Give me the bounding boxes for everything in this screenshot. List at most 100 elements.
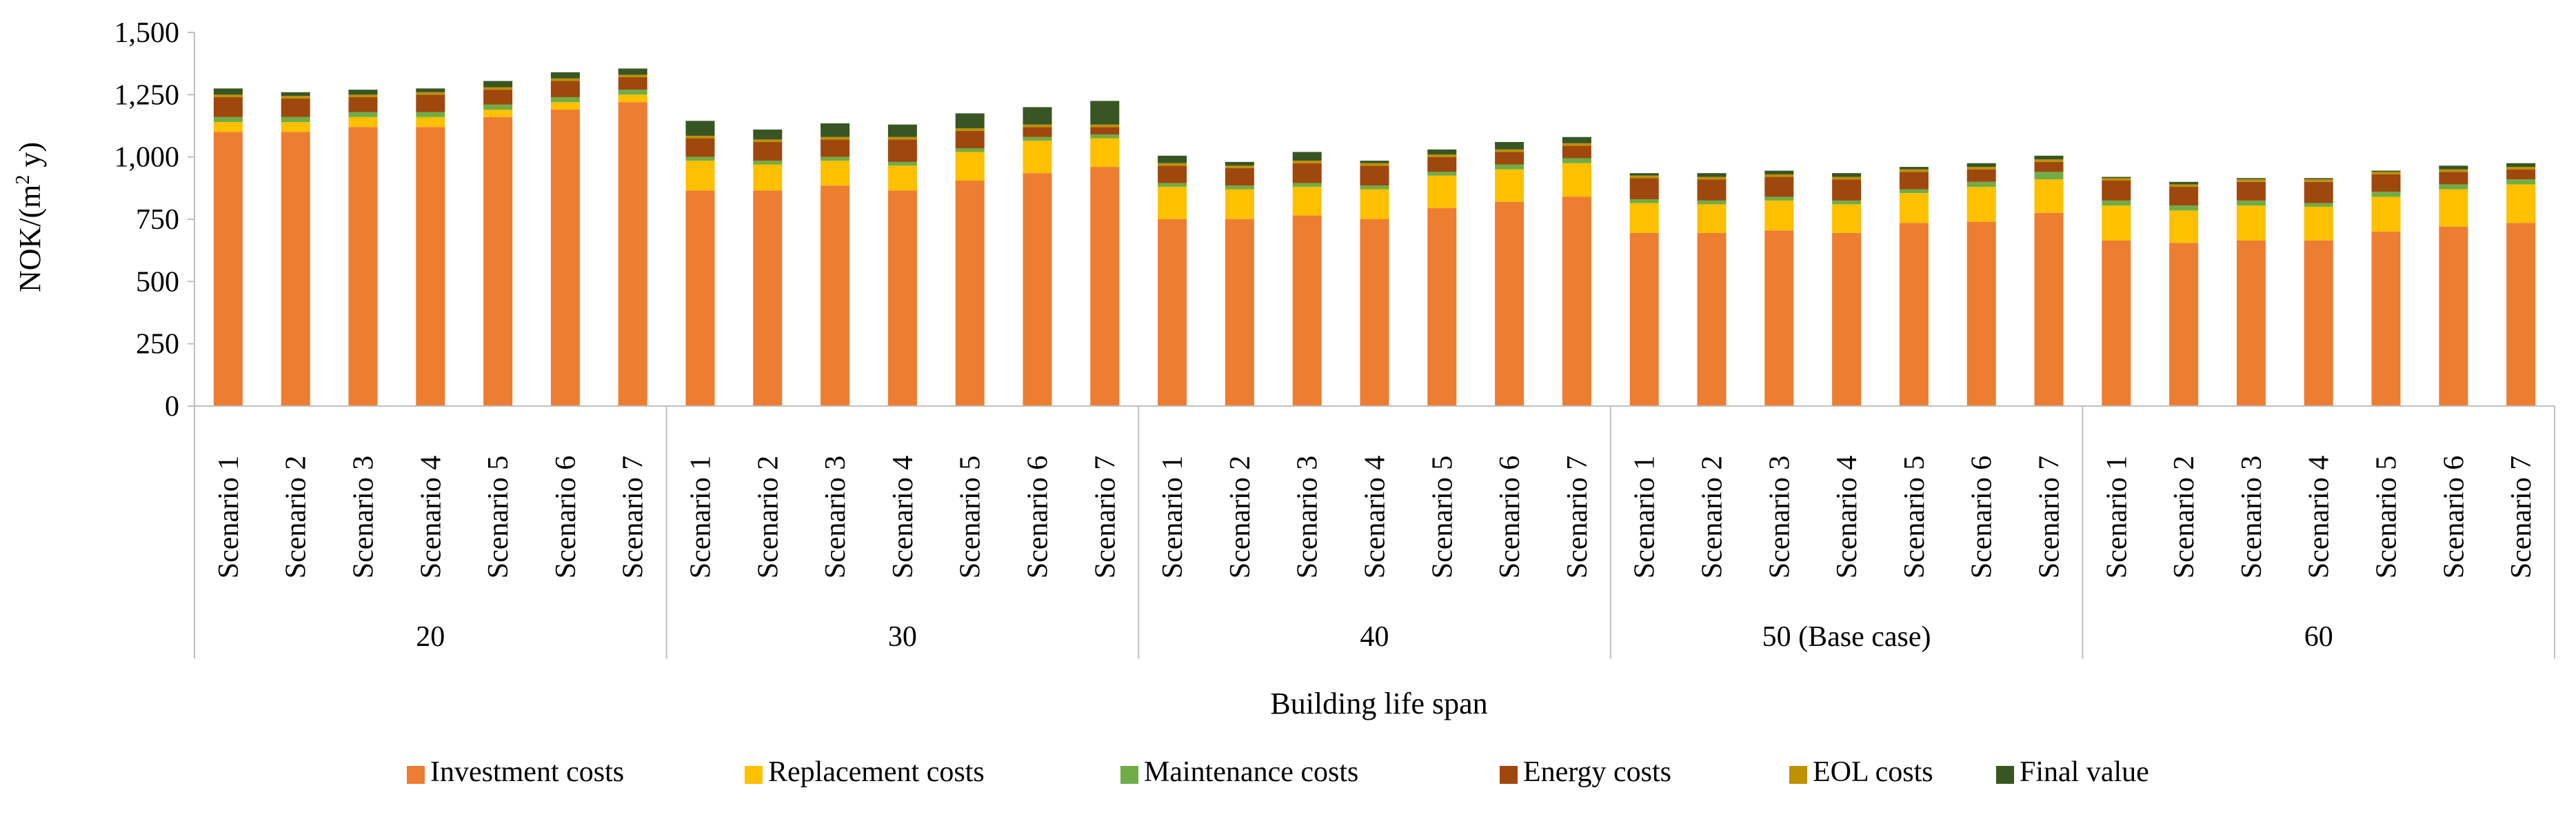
bar-segment-1-4 [416, 127, 445, 406]
x-category-label: Scenario 1 [213, 456, 245, 578]
bar-segment-5-21 [1562, 143, 1591, 146]
bar-segment-3-24 [1764, 196, 1794, 201]
y-tick-label: 500 [136, 266, 179, 298]
bar-segment-1-18 [1360, 219, 1389, 406]
bar-segment-4-16 [1225, 168, 1254, 186]
bar-segment-4-10 [821, 139, 850, 157]
bar-segment-1-2 [281, 132, 310, 406]
bar-segment-4-30 [2169, 187, 2199, 206]
bar-segment-6-24 [1764, 170, 1794, 174]
bar-segment-4-1 [213, 97, 243, 117]
bar-segment-5-22 [1629, 175, 1659, 179]
bar-segment-5-35 [2506, 167, 2536, 170]
bar-segment-2-15 [1158, 187, 1187, 219]
bar-segment-6-19 [1427, 149, 1457, 155]
x-category-label: Scenario 3 [348, 456, 380, 578]
bar-segment-4-3 [348, 97, 378, 112]
bar-segment-4-5 [483, 90, 513, 105]
legend-label: Investment costs [430, 756, 624, 788]
bar-segment-5-23 [1697, 176, 1727, 180]
x-category-label: Scenario 2 [1225, 456, 1256, 578]
bar-segment-1-22 [1629, 232, 1659, 406]
bar-segment-2-20 [1495, 169, 1525, 202]
x-category-label: Scenario 5 [955, 456, 987, 578]
bar-segment-2-17 [1292, 187, 1322, 216]
bar-segment-5-9 [753, 139, 783, 142]
bar-segment-2-16 [1225, 189, 1254, 219]
legend-label: Replacement costs [768, 756, 985, 788]
bar-segment-1-30 [2169, 243, 2199, 406]
y-axis-title: NOK/(m2 y) [12, 142, 47, 292]
bar-segment-5-14 [1090, 124, 1120, 128]
bar-segment-3-17 [1292, 183, 1322, 188]
bar-segment-3-33 [2371, 192, 2401, 197]
legend-label: Maintenance costs [1144, 756, 1358, 788]
bar-segment-4-26 [1899, 172, 1929, 190]
bar-segment-6-22 [1629, 173, 1659, 176]
bar-segment-3-1 [213, 117, 243, 123]
bar-segment-1-27 [1966, 221, 1996, 406]
legend-label: Energy costs [1523, 756, 1671, 788]
bar-segment-6-4 [416, 88, 445, 92]
bar-segment-6-9 [753, 129, 783, 140]
bar-segment-6-29 [2102, 176, 2131, 179]
x-category-label: Scenario 3 [820, 456, 852, 578]
bar-segment-5-20 [1495, 149, 1525, 152]
y-tick-label: 250 [136, 329, 179, 361]
bar-segment-4-32 [2304, 181, 2333, 203]
bar-segment-6-25 [1832, 173, 1862, 177]
bar-segment-2-23 [1697, 204, 1727, 233]
bar-segment-1-12 [955, 180, 985, 406]
bar-segment-5-11 [887, 136, 917, 140]
bar-segment-6-28 [2034, 155, 2064, 160]
bar-segment-4-13 [1023, 127, 1052, 137]
bar-segment-5-19 [1427, 154, 1457, 157]
bar-segment-4-8 [685, 138, 715, 157]
bar-segment-1-11 [887, 190, 917, 406]
x-category-label: Scenario 3 [2236, 456, 2268, 578]
bar-segment-3-32 [2304, 203, 2333, 207]
bar-segment-3-8 [685, 156, 715, 161]
bar-segment-3-31 [2236, 200, 2266, 206]
bar-segment-6-2 [281, 92, 310, 97]
bar-segment-2-19 [1427, 175, 1457, 208]
x-axis-title: Building life span [1270, 687, 1487, 720]
x-category-label: Scenario 1 [1629, 456, 1661, 578]
x-category-label: Scenario 1 [685, 456, 717, 578]
bar-segment-6-11 [887, 124, 917, 137]
bar-segment-5-3 [348, 94, 378, 97]
x-category-label: Scenario 5 [483, 456, 514, 578]
x-category-label: Scenario 4 [2304, 456, 2335, 578]
bar-segment-4-14 [1090, 127, 1120, 135]
legend-label: Final value [2020, 756, 2149, 788]
bar-segment-4-29 [2102, 180, 2131, 201]
bar-segment-2-12 [955, 152, 985, 181]
bar-segment-3-26 [1899, 189, 1929, 194]
bar-segment-3-30 [2169, 205, 2199, 211]
bar-segment-4-22 [1629, 178, 1659, 200]
bar-segment-4-34 [2439, 172, 2468, 185]
bar-segment-3-3 [348, 112, 378, 117]
bar-segment-3-18 [1360, 185, 1389, 190]
bar-segment-6-31 [2236, 178, 2266, 180]
x-category-label: Scenario 6 [1966, 456, 1998, 578]
bar-segment-3-34 [2439, 184, 2468, 190]
bar-segment-2-8 [685, 161, 715, 191]
x-group-label: 50 (Base case) [1762, 621, 1931, 653]
bar-segment-4-11 [887, 139, 917, 162]
bar-segment-4-7 [618, 77, 647, 90]
legend-swatch [407, 766, 425, 784]
bar-segment-6-8 [685, 121, 715, 136]
bar-segment-1-8 [685, 190, 715, 406]
x-category-label: Scenario 2 [1697, 456, 1729, 578]
bar-segment-1-10 [821, 185, 850, 406]
bar-segment-6-32 [2304, 178, 2333, 180]
x-category-label: Scenario 4 [415, 456, 447, 578]
bar-segment-4-6 [550, 81, 580, 97]
x-category-label: Scenario 4 [887, 456, 919, 578]
bar-segment-5-25 [1832, 176, 1862, 180]
x-category-label: Scenario 2 [2169, 456, 2200, 578]
bar-segment-2-28 [2034, 179, 2064, 213]
